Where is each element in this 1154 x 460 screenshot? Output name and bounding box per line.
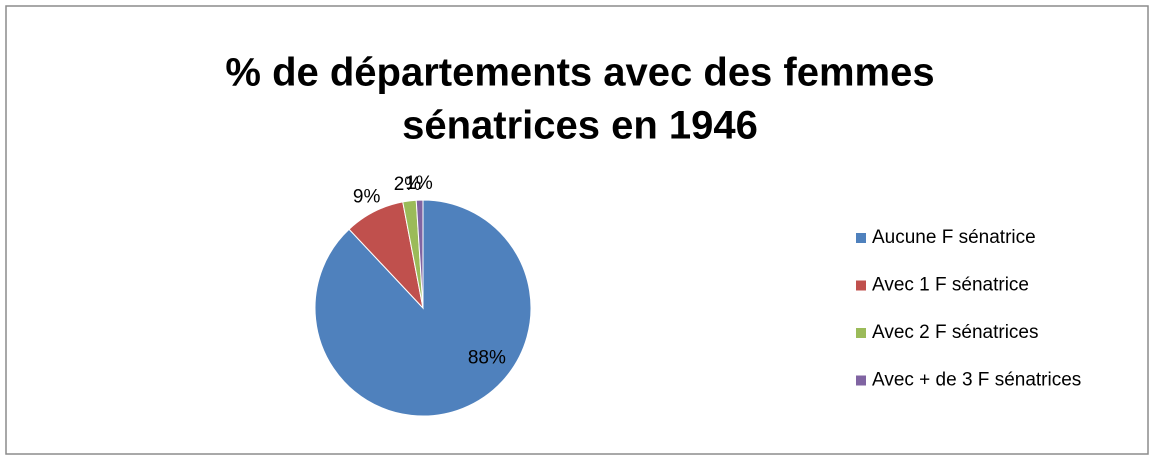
data-label: 2%	[394, 174, 422, 195]
legend-swatch	[856, 280, 866, 291]
legend-label: Avec + de 3 F sénatrices	[872, 370, 1081, 391]
data-label: 1%	[405, 173, 433, 194]
chart-title: sénatrices en 1946	[402, 104, 758, 148]
legend-swatch	[856, 233, 866, 243]
legend-swatch	[856, 328, 866, 338]
pie-slice	[415, 199, 424, 309]
chart-frame	[5, 5, 1149, 455]
chart-title: % de départements avec des femmes	[225, 51, 934, 95]
data-label: 88%	[468, 347, 506, 368]
legend-label: Aucune F sénatrice	[872, 227, 1036, 248]
legend-label: Avec 1 F sénatrice	[872, 275, 1029, 296]
legend-label: Avec 2 F sénatrices	[872, 322, 1039, 343]
legend-swatch	[856, 375, 866, 386]
data-label: 9%	[353, 186, 381, 207]
